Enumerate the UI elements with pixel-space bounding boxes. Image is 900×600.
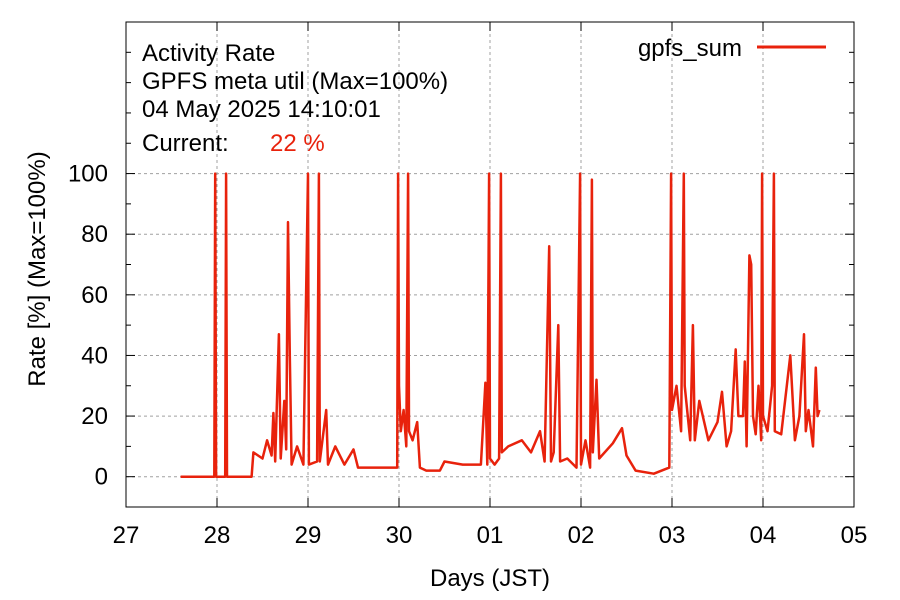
annotation-timestamp: 04 May 2025 14:10:01 — [142, 96, 381, 123]
x-tick-label: 29 — [295, 522, 322, 549]
y-axis-label: Rate [%] (Max=100%) — [24, 151, 51, 386]
y-tick-label: 0 — [95, 464, 108, 491]
x-tick-label: 01 — [477, 522, 504, 549]
x-tick-label: 27 — [113, 522, 140, 549]
annotation-title: Activity Rate — [142, 40, 275, 67]
legend: gpfs_sum — [638, 35, 826, 62]
y-tick-label: 100 — [68, 161, 108, 188]
y-tick-label: 20 — [81, 403, 108, 430]
plot-frame — [125, 21, 855, 508]
x-axis-label: Days (JST) — [430, 565, 550, 592]
y-tick-label: 80 — [81, 221, 108, 248]
x-tick-label: 05 — [841, 522, 868, 549]
x-tick-labels: 27 28 29 30 01 02 03 04 05 — [113, 522, 868, 549]
x-tick-label: 30 — [386, 522, 413, 549]
current-value: 22 % — [270, 130, 325, 157]
y-tick-label: 40 — [81, 342, 108, 369]
x-tick-label: 28 — [204, 522, 231, 549]
x-tick-label: 03 — [659, 522, 686, 549]
y-tick-labels: 0 20 40 60 80 100 — [68, 161, 108, 491]
current-label: Current: — [142, 130, 229, 157]
x-tick-label: 04 — [750, 522, 777, 549]
y-tick-label: 60 — [81, 282, 108, 309]
x-tick-label: 02 — [568, 522, 595, 549]
legend-series-name: gpfs_sum — [638, 35, 742, 62]
series-line-gpfs_sum — [180, 172, 821, 478]
annotation-subtitle: GPFS meta util (Max=100%) — [142, 68, 448, 95]
series-layer — [180, 172, 821, 478]
